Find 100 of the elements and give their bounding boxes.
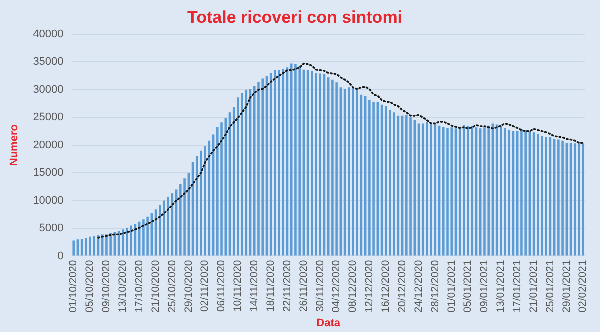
bar <box>122 230 124 256</box>
bar <box>224 118 227 256</box>
bar <box>389 110 392 256</box>
bar <box>184 178 186 256</box>
x-tick-label: 18/11/2020 <box>264 260 277 312</box>
x-tick-label: 29/10/2020 <box>182 260 195 313</box>
x-tick-label: 04/12/2020 <box>330 260 343 313</box>
x-tick-label: 05/10/2020 <box>84 260 96 313</box>
y-axis-title: Numero <box>8 124 21 166</box>
x-tick-label: 21/01/2021 <box>528 260 540 313</box>
bar <box>582 144 584 256</box>
x-axis-title: Data <box>316 317 342 330</box>
bar <box>356 89 358 256</box>
bar <box>372 102 375 256</box>
x-tick-label: 09/01/2021 <box>478 260 491 313</box>
bar <box>348 88 350 256</box>
bar <box>463 125 466 256</box>
bar <box>488 126 490 256</box>
bar <box>89 236 92 256</box>
bar <box>159 205 162 256</box>
bar <box>258 82 260 256</box>
bar <box>146 216 149 256</box>
line-series <box>98 62 584 239</box>
x-tick-label: 14/11/2020 <box>248 260 261 312</box>
bar <box>167 197 170 256</box>
bar <box>442 127 445 256</box>
x-tick-label: 01/01/2021 <box>446 260 458 313</box>
bar <box>500 126 502 256</box>
bar <box>446 128 449 256</box>
x-tick-label: 01/10/2020 <box>68 260 80 313</box>
bar <box>72 240 75 256</box>
bar <box>558 140 560 256</box>
bar <box>520 129 523 256</box>
bar <box>278 70 280 256</box>
x-tick-label: 02/11/2020 <box>199 260 212 312</box>
bar <box>85 238 88 256</box>
bar <box>336 82 338 256</box>
x-tick-label: 25/10/2020 <box>166 260 178 313</box>
x-tick-label: 02/02/2021 <box>577 260 590 313</box>
bar <box>110 234 112 256</box>
bar <box>106 234 108 256</box>
bar <box>545 137 548 256</box>
bar <box>410 118 412 256</box>
bar <box>562 140 564 256</box>
x-tick-label: 29/01/2021 <box>560 260 573 313</box>
x-tick-label: 17/10/2020 <box>133 260 146 313</box>
bar <box>200 150 202 256</box>
x-tick-label: 20/12/2020 <box>396 260 408 313</box>
x-tick-label: 21/10/2020 <box>150 260 162 313</box>
x-tick-label: 13/01/2021 <box>495 260 508 313</box>
bar <box>406 115 408 256</box>
x-tick-label: 28/12/2020 <box>429 260 442 313</box>
x-tick-label: 05/01/2021 <box>462 260 474 313</box>
chart-title: Totale ricoveri con sintomi <box>187 8 403 27</box>
bar <box>393 112 396 256</box>
bar <box>426 122 428 256</box>
x-tick-label: 10/11/2020 <box>232 260 244 312</box>
bar <box>484 128 486 256</box>
bar <box>142 220 145 256</box>
bar <box>130 226 132 256</box>
bar <box>479 128 482 256</box>
x-tick-label: 17/01/2021 <box>511 260 524 313</box>
y-tick-label: 10000 <box>33 194 64 207</box>
bar <box>262 78 264 256</box>
x-tick-label: 24/12/2020 <box>412 260 425 313</box>
bar <box>254 86 256 256</box>
bar <box>352 87 354 256</box>
y-tick-label: 20000 <box>33 139 64 152</box>
bar <box>368 100 371 256</box>
x-tick-label: 25/01/2021 <box>544 260 556 313</box>
bar <box>319 74 322 256</box>
x-tick-label: 16/12/2020 <box>380 260 392 313</box>
bar <box>163 200 166 256</box>
bar <box>450 128 453 256</box>
x-tick-label: 22/11/2020 <box>281 260 294 312</box>
bar <box>126 228 128 256</box>
bar <box>537 134 540 256</box>
bar <box>204 146 206 256</box>
bar <box>541 136 544 256</box>
x-tick-label: 09/10/2020 <box>100 260 113 313</box>
bar <box>298 66 301 256</box>
y-tick-label: 15000 <box>33 167 64 180</box>
bar <box>332 80 334 256</box>
bar <box>578 142 580 256</box>
y-tick-label: 0 <box>58 250 64 262</box>
bar <box>524 130 527 256</box>
bar <box>241 93 244 256</box>
bar <box>430 122 432 256</box>
bar <box>315 73 318 256</box>
x-tick-label: 26/11/2020 <box>298 260 310 312</box>
y-tick-label: 5000 <box>39 222 64 235</box>
x-tick-label: 12/12/2020 <box>364 260 376 313</box>
bar <box>311 71 314 256</box>
y-tick-label: 30000 <box>33 84 64 96</box>
bar <box>274 70 276 256</box>
y-tick-label: 25000 <box>33 112 64 124</box>
bar <box>294 64 297 256</box>
x-tick-label: 08/12/2020 <box>347 260 360 313</box>
y-tick-label: 35000 <box>33 56 64 68</box>
x-tick-label: 30/11/2020 <box>314 260 326 312</box>
